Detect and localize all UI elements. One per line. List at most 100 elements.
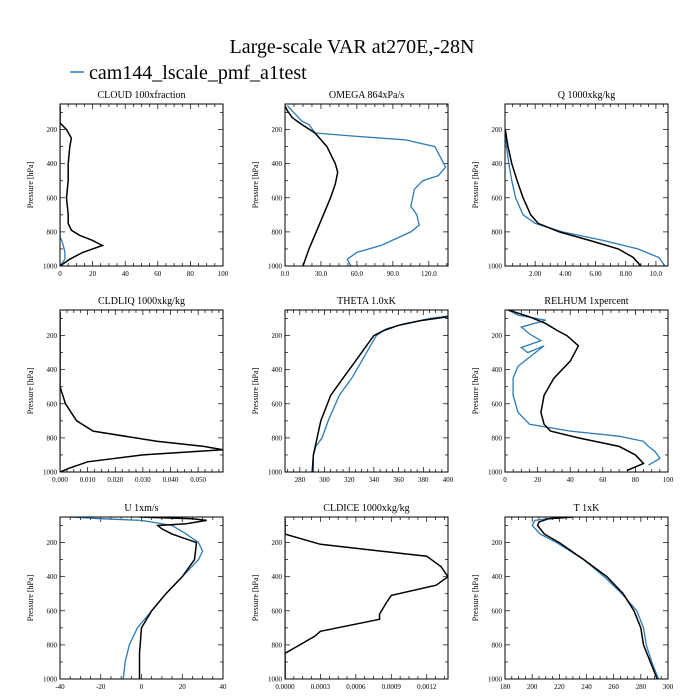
y-tick-label: 800 <box>492 434 503 442</box>
x-tick-label: 220 <box>554 683 565 691</box>
x-tick-label: 10.0 <box>650 270 663 278</box>
y-tick-label: 600 <box>47 194 58 202</box>
plot-frame <box>59 309 224 473</box>
y-tick-label: 600 <box>272 194 283 202</box>
y-tick-label: 800 <box>47 434 58 442</box>
y-tick-label: 800 <box>492 641 503 649</box>
y-tick-label: 800 <box>272 641 283 649</box>
x-tick-label: 240 <box>581 683 592 691</box>
y-tick-label: 800 <box>272 228 283 236</box>
panel-title: CLDLIQ 1000xkg/kg <box>98 296 185 307</box>
y-tick-label: 1000 <box>268 263 283 271</box>
y-tick-label: 400 <box>272 366 283 374</box>
y-tick-label: 200 <box>47 126 58 134</box>
x-tick-label: 8.00 <box>620 270 633 278</box>
y-tick-label: 800 <box>492 228 503 236</box>
x-tick-label: 0.010 <box>80 476 96 484</box>
y-tick-label: 200 <box>492 332 503 340</box>
series-line-test <box>531 517 660 679</box>
y-tick-label: 200 <box>47 332 58 340</box>
x-tick-label: 60 <box>599 476 607 484</box>
x-tick-label: 0.040 <box>163 476 179 484</box>
legend-label: cam144_lscale_pmf_a1test <box>89 62 307 84</box>
y-tick-label: 200 <box>47 539 58 547</box>
y-axis-label: Pressure [hPa] <box>471 574 480 621</box>
y-axis-label: Pressure [hPa] <box>471 367 480 414</box>
y-tick-label: 400 <box>47 573 58 581</box>
x-tick-label: 360 <box>393 476 404 484</box>
x-tick-label: 0.0009 <box>382 683 402 691</box>
y-tick-label: 800 <box>47 641 58 649</box>
x-tick-label: 400 <box>443 476 454 484</box>
x-tick-label: 100 <box>218 270 229 278</box>
y-tick-label: 1000 <box>488 263 503 271</box>
series-line-test <box>60 105 66 266</box>
y-tick-label: 400 <box>492 573 503 581</box>
x-tick-label: 0.020 <box>107 476 123 484</box>
x-tick-label: 0 <box>503 476 507 484</box>
panel-title: CLDICE 1000xkg/kg <box>323 503 409 514</box>
panel-8: CLDICE 1000xkg/kg Pressure [hPa] 200 400 600… <box>251 503 449 691</box>
y-tick-label: 800 <box>272 434 283 442</box>
series-line-control <box>311 316 448 472</box>
y-tick-label: 800 <box>47 228 58 236</box>
x-tick-label: 180 <box>500 683 511 691</box>
y-tick-label: 1000 <box>268 676 283 684</box>
y-tick-label: 200 <box>272 126 283 134</box>
x-tick-label: -20 <box>96 683 106 691</box>
series-line-control <box>285 518 448 679</box>
y-tick-label: 400 <box>492 160 503 168</box>
y-tick-label: 400 <box>47 160 58 168</box>
x-tick-label: 0.030 <box>135 476 151 484</box>
x-tick-label: -40 <box>55 683 65 691</box>
series-line-test <box>507 310 661 466</box>
series-line-control <box>138 517 207 679</box>
x-tick-label: 300 <box>319 476 330 484</box>
y-tick-label: 600 <box>47 607 58 615</box>
x-tick-label: 0.0003 <box>311 683 331 691</box>
y-tick-label: 600 <box>492 400 503 408</box>
y-tick-label: 200 <box>272 539 283 547</box>
x-tick-label: 0.0 <box>281 270 290 278</box>
y-tick-label: 1000 <box>488 469 503 477</box>
plot-frame <box>504 103 669 267</box>
x-tick-label: 0.000 <box>52 476 68 484</box>
series-line-control <box>508 310 645 471</box>
legend: cam144_lscale_pmf_a1test <box>70 62 307 84</box>
plot-frame <box>504 516 669 680</box>
x-tick-label: 0 <box>58 270 62 278</box>
y-tick-label: 600 <box>47 400 58 408</box>
x-tick-label: 30.0 <box>315 270 328 278</box>
y-axis-label: Pressure [hPa] <box>26 574 35 621</box>
x-tick-label: 40 <box>567 476 575 484</box>
y-axis-label: Pressure [hPa] <box>251 161 260 208</box>
panel-title: Q 1000xkg/kg <box>558 90 616 101</box>
y-tick-label: 200 <box>492 539 503 547</box>
y-tick-label: 200 <box>492 126 503 134</box>
x-tick-label: 2.00 <box>529 270 542 278</box>
x-tick-label: 60 <box>154 270 162 278</box>
y-tick-label: 600 <box>492 194 503 202</box>
panel-4: CLDLIQ 1000xkg/kg Pressure [hPa] 200 400 600… <box>26 296 224 484</box>
x-tick-label: 120.0 <box>421 270 437 278</box>
panel-title: T 1xK <box>574 503 600 514</box>
panel-5: THETA 1.0xK Pressure [hPa] 200 400 600 800 100… <box>251 296 454 484</box>
x-tick-label: 200 <box>527 683 538 691</box>
series-line-control <box>536 517 658 679</box>
x-tick-label: 0.0012 <box>417 683 437 691</box>
y-tick-label: 600 <box>272 607 283 615</box>
x-tick-label: 90.0 <box>387 270 400 278</box>
x-tick-label: 0.0006 <box>346 683 366 691</box>
panel-title: OMEGA 864xPa/s <box>329 90 404 101</box>
x-tick-label: 300 <box>663 683 674 691</box>
plot-frame <box>59 516 224 680</box>
x-tick-label: 260 <box>608 683 619 691</box>
figure-title: Large-scale VAR at270E,-28N <box>230 36 475 58</box>
panel-title: THETA 1.0xK <box>337 296 396 307</box>
x-tick-label: 380 <box>418 476 429 484</box>
series-line-test <box>312 315 448 472</box>
